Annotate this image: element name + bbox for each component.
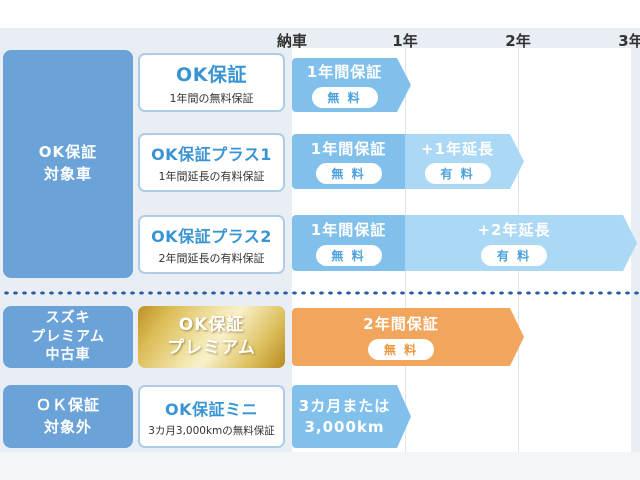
timeline-label-year1: 1年 xyxy=(392,32,418,50)
timeline-label-year2: 2年 xyxy=(505,32,531,50)
category-not-eligible-box: ＯＫ保証 対象外 xyxy=(3,385,133,448)
coverage-mini-label: 3カ月または 3,000km xyxy=(298,397,391,436)
coverage-plus1-base-label: 1年間保証 xyxy=(310,139,387,158)
bottom-strip xyxy=(0,452,640,480)
coverage-premium-badge: 無 料 xyxy=(368,339,434,360)
coverage-plus1-ext-badge: 有 料 xyxy=(425,163,491,184)
coverage-plus1-ext-label: +1年延長 xyxy=(420,139,494,158)
plan-mini-box: OK保証ミニ 3カ月3,000kmの無料保証 xyxy=(138,385,285,448)
timeline-label-year3: 3年 xyxy=(618,32,640,50)
plan-mini-title: OK保証ミニ xyxy=(164,399,258,419)
coverage-plus1-base-segment: 1年間保証 無 料 xyxy=(292,134,405,189)
coverage-plus2-ext-badge: 有 料 xyxy=(481,245,547,266)
plan-mini-subtitle: 3カ月3,000kmの無料保証 xyxy=(148,424,275,437)
plan-ok-subtitle: 1年間の無料保証 xyxy=(169,91,254,105)
plan-plus1-subtitle: 1年間延長の有料保証 xyxy=(158,170,265,183)
timeline-label-delivery: 納車 xyxy=(276,32,308,50)
coverage-premium-label: 2年間保証 xyxy=(363,315,439,334)
plan-plus2-box: OK保証プラス2 2年間延長の有料保証 xyxy=(138,215,285,274)
plan-premium-box: OK保証 プレミアム xyxy=(138,306,285,368)
coverage-plus2-ext-arrow: +2年延長 有 料 xyxy=(405,215,637,271)
plan-premium-title: OK保証 プレミアム xyxy=(167,315,256,358)
category-eligible-box: OK保証 対象車 xyxy=(3,50,133,278)
dotted-separator xyxy=(0,290,640,296)
plan-ok-box: OK保証 1年間の無料保証 xyxy=(138,53,285,112)
coverage-premium-arrow: 2年間保証 無 料 xyxy=(292,308,524,366)
coverage-ok-arrow: 1年間保証 無 料 xyxy=(292,58,411,112)
coverage-plus1-base-badge: 無 料 xyxy=(315,163,382,185)
plan-plus2-subtitle: 2年間延長の有料保証 xyxy=(158,252,265,265)
coverage-ok-label: 1年間保証 xyxy=(306,63,383,82)
plan-plus1-box: OK保証プラス1 1年間延長の有料保証 xyxy=(138,133,285,192)
coverage-plus2-base-segment: 1年間保証 無 料 xyxy=(292,215,405,271)
coverage-plus2-base-badge: 無 料 xyxy=(315,244,382,266)
coverage-mini-arrow: 3カ月または 3,000km xyxy=(292,385,411,448)
coverage-plus2-base-label: 1年間保証 xyxy=(310,221,387,240)
category-premium-box: スズキ プレミアム 中古車 xyxy=(3,306,133,368)
coverage-plus2-ext-label: +2年延長 xyxy=(477,221,551,240)
plan-plus1-title: OK保証プラス1 xyxy=(151,145,272,164)
plan-ok-title: OK保証 xyxy=(176,63,247,86)
coverage-ok-badge: 無 料 xyxy=(312,87,378,108)
coverage-plus1-ext-arrow: +1年延長 有 料 xyxy=(405,134,524,189)
plan-plus2-title: OK保証プラス2 xyxy=(151,227,272,246)
